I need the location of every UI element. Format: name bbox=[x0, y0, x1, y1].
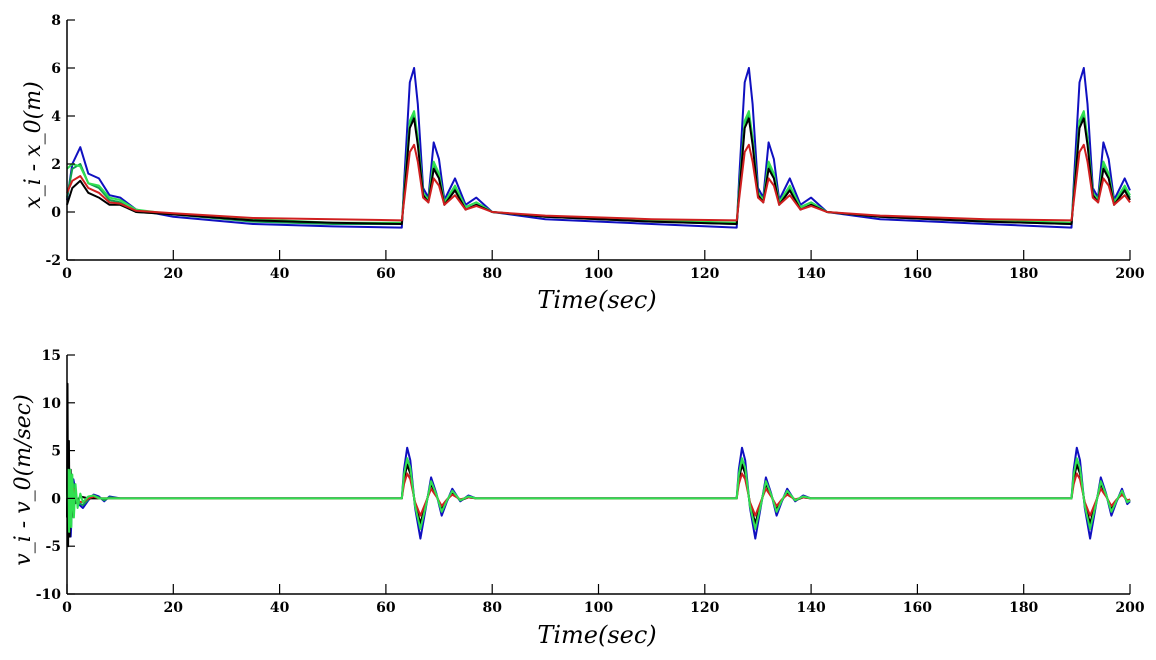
position-error-panel: x_i - x_0(m) Time(sec) 0 20 40 60 80 100 120 14… bbox=[21, 13, 1145, 314]
position-error-series-line-4 bbox=[66, 143, 1131, 222]
position-error-y-tick-label: 2 bbox=[51, 157, 61, 173]
velocity-error-y-tick-label: 0 bbox=[51, 491, 61, 507]
position-error-y-tick-label: -2 bbox=[45, 253, 61, 269]
velocity-error-x-tick-label: 200 bbox=[1115, 600, 1144, 616]
velocity-error-y-tick-label: 5 bbox=[51, 444, 61, 460]
position-error-x-tick-label: 100 bbox=[584, 266, 613, 282]
position-error-x-tick-label: 160 bbox=[903, 266, 932, 282]
position-error-x-tick-label: 0 bbox=[62, 266, 72, 282]
position-error-x-tick-label: 120 bbox=[690, 266, 719, 282]
velocity-error-x-tick-label: 160 bbox=[903, 600, 932, 616]
position-error-y-tick-label: 6 bbox=[51, 61, 61, 77]
velocity-error-xlabel: Time(sec) bbox=[537, 621, 656, 649]
velocity-error-series-line-2 bbox=[66, 382, 1131, 548]
position-error-x-tick-label: 140 bbox=[796, 266, 825, 282]
velocity-error-x-tick-label: 140 bbox=[796, 600, 825, 616]
velocity-error-ylabel: v_i - v_0(m/sec) bbox=[11, 394, 36, 565]
position-error-x-tick-label: 60 bbox=[376, 266, 396, 282]
velocity-error-y-tick-label: -5 bbox=[45, 539, 61, 555]
velocity-error-y-tick-label: 15 bbox=[42, 348, 61, 364]
position-error-x-tick-label: 200 bbox=[1115, 266, 1144, 282]
position-error-xlabel: Time(sec) bbox=[537, 286, 656, 314]
velocity-error-x-tick-label: 40 bbox=[270, 600, 290, 616]
position-error-x-tick-label: 180 bbox=[1009, 266, 1038, 282]
velocity-error-series-line-1 bbox=[66, 459, 1131, 529]
velocity-error-y-tick-label: -10 bbox=[36, 587, 62, 603]
velocity-error-x-tick-label: 120 bbox=[690, 600, 719, 616]
velocity-error-panel: v_i - v_0(m/sec) Time(sec) 0 20 40 60 80 100 1… bbox=[11, 348, 1145, 649]
position-error-y-tick-label: 0 bbox=[51, 205, 61, 221]
position-error-series-line-2 bbox=[66, 110, 1131, 224]
position-error-x-tick-label: 40 bbox=[270, 266, 290, 282]
velocity-error-series-line-0 bbox=[66, 446, 1131, 540]
position-error-x-tick-label: 20 bbox=[164, 266, 184, 282]
position-error-series-line-3 bbox=[66, 117, 1131, 225]
velocity-error-series-line-4 bbox=[66, 457, 1131, 533]
position-error-x-tick-label: 80 bbox=[482, 266, 502, 282]
velocity-error-x-tick-label: 180 bbox=[1009, 600, 1038, 616]
position-error-y-tick-label: 4 bbox=[51, 109, 61, 125]
velocity-error-series-line-3 bbox=[66, 472, 1131, 517]
position-error-series-line-0 bbox=[66, 67, 1131, 229]
velocity-error-x-tick-label: 100 bbox=[584, 600, 613, 616]
velocity-error-x-tick-label: 0 bbox=[62, 600, 72, 616]
velocity-error-x-tick-label: 60 bbox=[376, 600, 396, 616]
velocity-error-y-tick-label: 10 bbox=[42, 396, 62, 412]
velocity-error-x-tick-label: 20 bbox=[164, 600, 184, 616]
position-error-ylabel: x_i - x_0(m) bbox=[21, 81, 46, 208]
position-error-y-tick-label: 8 bbox=[51, 13, 61, 29]
position-error-series-line-1 bbox=[66, 112, 1131, 225]
velocity-error-x-tick-label: 80 bbox=[482, 600, 502, 616]
